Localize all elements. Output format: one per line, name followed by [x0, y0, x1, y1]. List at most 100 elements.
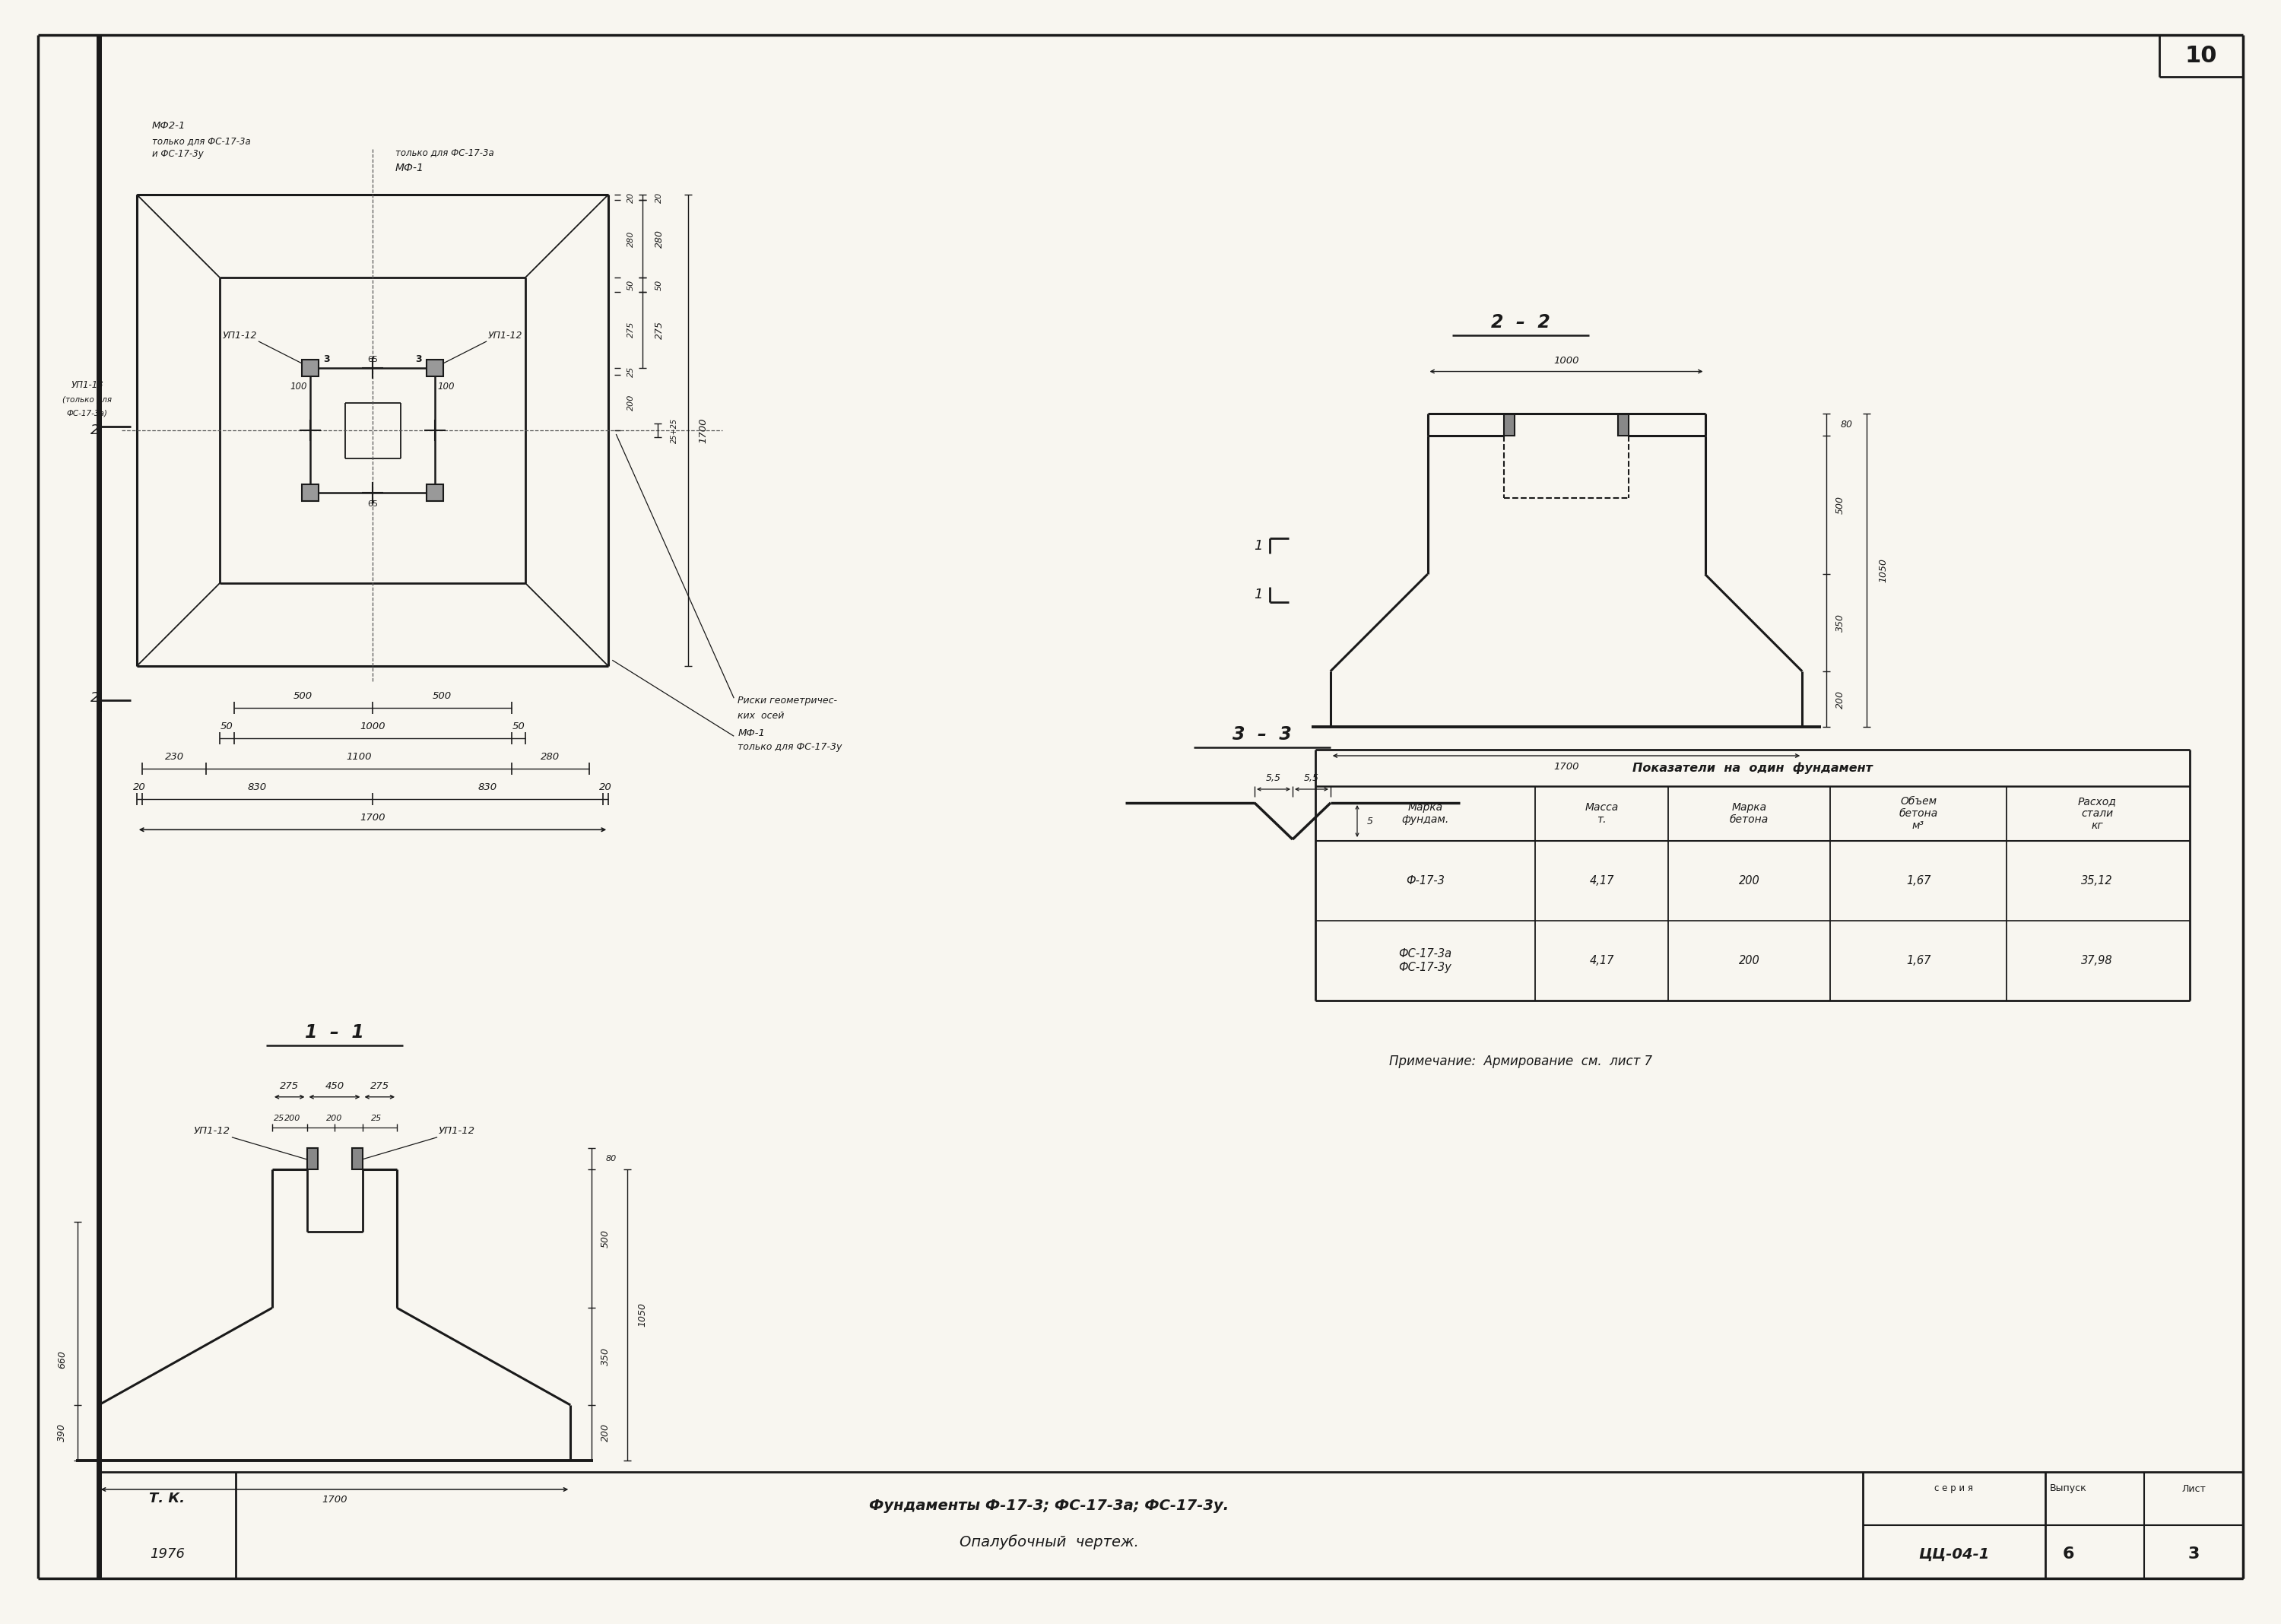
Text: 830: 830 — [479, 783, 497, 793]
Text: 3: 3 — [324, 354, 331, 364]
Text: ЦЦ-04-1: ЦЦ-04-1 — [1918, 1546, 1989, 1561]
Text: ФС-17-3а): ФС-17-3а) — [66, 409, 107, 417]
Bar — [1617, 414, 1629, 435]
Text: Марка
фундам.: Марка фундам. — [1401, 802, 1448, 825]
Text: 500: 500 — [433, 690, 452, 702]
Text: 80: 80 — [604, 1155, 616, 1163]
Text: УП1-12: УП1-12 — [221, 331, 258, 341]
Text: с е р и я: с е р и я — [1934, 1484, 1973, 1494]
Text: 25: 25 — [372, 1114, 381, 1122]
Text: МФ2-1: МФ2-1 — [153, 122, 185, 132]
Text: 3  –  3: 3 – 3 — [1232, 726, 1291, 744]
Text: 65: 65 — [367, 500, 379, 508]
Text: 100: 100 — [290, 382, 308, 391]
Text: Лист: Лист — [2181, 1484, 2206, 1494]
Text: 280: 280 — [541, 752, 559, 762]
Text: 500: 500 — [600, 1229, 611, 1247]
Text: 37,98: 37,98 — [2080, 955, 2112, 966]
Text: 280: 280 — [655, 229, 664, 248]
Text: 350: 350 — [1836, 614, 1845, 632]
Text: 20: 20 — [655, 192, 664, 203]
Text: 65: 65 — [367, 356, 379, 364]
Text: 280: 280 — [627, 231, 634, 247]
Text: 200: 200 — [1738, 875, 1759, 887]
Text: 3: 3 — [415, 354, 422, 364]
Text: 1700: 1700 — [698, 417, 709, 443]
Text: только для ФС-17-3у: только для ФС-17-3у — [737, 742, 842, 752]
Bar — [1503, 414, 1515, 435]
Text: только для ФС-17-3а: только для ФС-17-3а — [153, 136, 251, 146]
Text: 1,67: 1,67 — [1907, 955, 1930, 966]
Text: 4,17: 4,17 — [1590, 875, 1615, 887]
Text: 830: 830 — [249, 783, 267, 793]
Text: 200: 200 — [285, 1114, 301, 1122]
Text: 50: 50 — [511, 721, 525, 731]
Text: 25: 25 — [627, 365, 634, 377]
Text: 1700: 1700 — [1553, 762, 1578, 771]
Text: Фундаменты Ф-17-3; ФС-17-3а; ФС-17-3у.: Фундаменты Ф-17-3; ФС-17-3а; ФС-17-3у. — [869, 1499, 1229, 1512]
Text: 275: 275 — [655, 320, 664, 339]
Text: Риски геометричес-: Риски геометричес- — [737, 695, 837, 705]
Text: 1976: 1976 — [151, 1548, 185, 1561]
Text: 2: 2 — [91, 424, 100, 437]
Text: 25+25: 25+25 — [671, 417, 677, 443]
Text: 1: 1 — [1255, 588, 1264, 601]
Text: Ф-17-3: Ф-17-3 — [1405, 875, 1444, 887]
Bar — [306, 1148, 317, 1169]
Text: 500: 500 — [1836, 495, 1845, 513]
Text: 35,12: 35,12 — [2080, 875, 2112, 887]
Text: ФС-17-3а
ФС-17-3у: ФС-17-3а ФС-17-3у — [1398, 948, 1453, 973]
Text: 6: 6 — [2062, 1546, 2073, 1562]
Text: 50: 50 — [655, 279, 664, 291]
Text: (только для: (только для — [62, 396, 112, 404]
Text: 200: 200 — [1836, 690, 1845, 708]
Text: Масса
т.: Масса т. — [1585, 802, 1620, 825]
Text: и ФС-17-3у: и ФС-17-3у — [153, 149, 203, 159]
Text: 1100: 1100 — [347, 752, 372, 762]
Text: 5,5: 5,5 — [1266, 773, 1282, 783]
Text: Показатели  на  один  фундамент: Показатели на один фундамент — [1633, 762, 1873, 773]
Text: 350: 350 — [600, 1348, 611, 1366]
Text: 5,5: 5,5 — [1305, 773, 1318, 783]
Text: 1050: 1050 — [639, 1302, 648, 1327]
Text: 1  –  1: 1 – 1 — [306, 1023, 365, 1041]
Text: 275: 275 — [370, 1082, 390, 1091]
Bar — [427, 359, 443, 377]
Text: 20: 20 — [627, 192, 634, 203]
Text: 2  –  2: 2 – 2 — [1492, 313, 1551, 331]
Text: 5: 5 — [1366, 817, 1373, 827]
Bar — [427, 484, 443, 502]
Text: 275: 275 — [627, 322, 634, 338]
Text: 20: 20 — [600, 783, 611, 793]
Text: МФ-1: МФ-1 — [395, 162, 424, 174]
Text: 100: 100 — [438, 382, 454, 391]
Text: 1050: 1050 — [1880, 559, 1889, 583]
Text: МФ-1: МФ-1 — [737, 728, 764, 737]
Text: 200: 200 — [600, 1424, 611, 1442]
Text: 500: 500 — [294, 690, 312, 702]
Text: Примечание:  Армирование  см.  лист 7: Примечание: Армирование см. лист 7 — [1389, 1054, 1651, 1069]
Text: 230: 230 — [164, 752, 185, 762]
Text: 200: 200 — [627, 395, 634, 411]
Text: 20: 20 — [132, 783, 146, 793]
Text: 3: 3 — [2187, 1546, 2199, 1562]
Text: 4,17: 4,17 — [1590, 955, 1615, 966]
Text: 1700: 1700 — [322, 1496, 347, 1505]
Text: 200: 200 — [326, 1114, 342, 1122]
Text: Выпуск: Выпуск — [2051, 1484, 2087, 1494]
Text: 1: 1 — [1255, 539, 1264, 552]
Bar — [301, 484, 319, 502]
Text: Расход
стали
кг: Расход стали кг — [2078, 796, 2117, 831]
Text: 50: 50 — [221, 721, 233, 731]
Text: 25: 25 — [274, 1114, 285, 1122]
Text: Объем
бетона
м³: Объем бетона м³ — [1898, 796, 1939, 831]
Text: 660: 660 — [57, 1350, 66, 1369]
Text: Марка
бетона: Марка бетона — [1729, 802, 1768, 825]
Text: УП1-12: УП1-12 — [488, 331, 522, 341]
Text: 450: 450 — [324, 1082, 344, 1091]
Text: Опалубочный  чертеж.: Опалубочный чертеж. — [960, 1535, 1138, 1549]
Text: 80: 80 — [1841, 419, 1852, 429]
Text: 1000: 1000 — [360, 721, 385, 731]
Text: 200: 200 — [1738, 955, 1759, 966]
Text: 10: 10 — [2185, 45, 2217, 67]
